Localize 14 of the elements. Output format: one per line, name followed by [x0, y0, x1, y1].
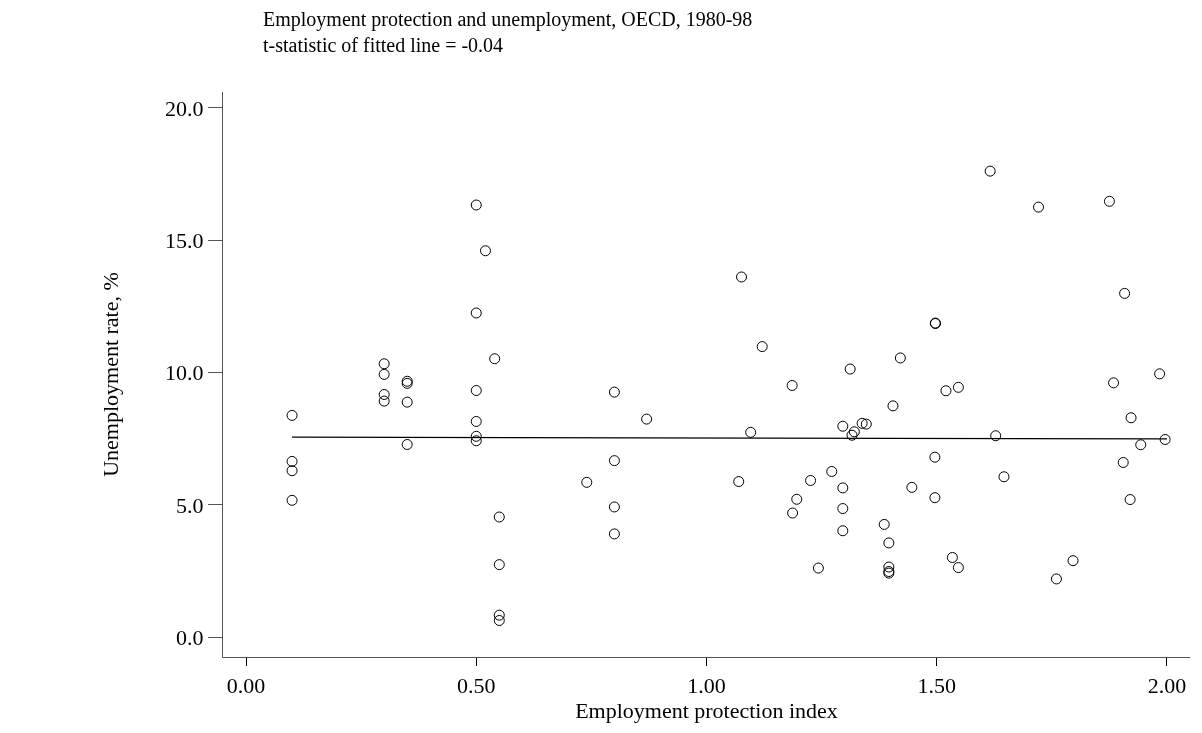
y-tick-label: 15.0: [164, 227, 204, 253]
y-tick-label: 20.0: [164, 95, 204, 121]
x-axis-title: Employment protection index: [575, 697, 838, 723]
y-tick-label: 0.0: [175, 624, 204, 650]
x-tick-label: 1.00: [687, 672, 726, 698]
y-axis-title: Unemployment rate, %: [97, 272, 123, 477]
x-tick-label: 2.00: [1147, 672, 1187, 698]
y-tick-label: 5.0: [175, 492, 204, 518]
chart-subtitle: t-statistic of fitted line = -0.04: [263, 33, 504, 56]
y-tick-label: 10.0: [164, 360, 204, 386]
x-tick-label: 0.50: [457, 672, 496, 698]
x-tick-label: 1.50: [917, 672, 956, 698]
x-tick-label: 0.00: [226, 672, 266, 698]
chart-title: Employment protection and unemployment, OECD, 1980-98: [263, 7, 753, 31]
